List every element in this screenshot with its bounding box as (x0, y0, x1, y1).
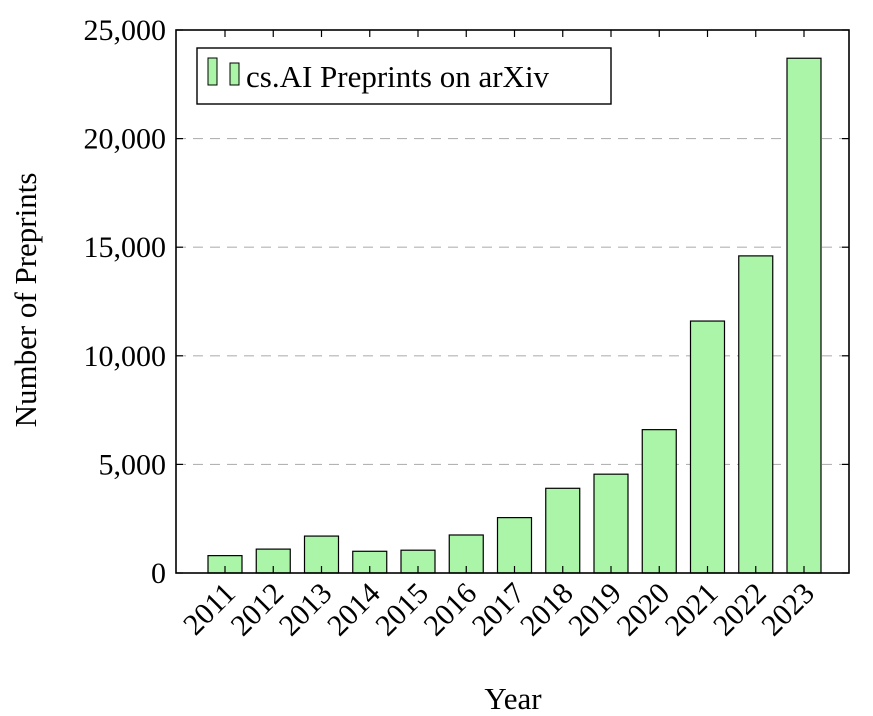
x-tick-label: 2015 (369, 577, 435, 643)
x-tick-label: 2014 (321, 577, 387, 643)
x-tick-label: 2011 (177, 577, 242, 642)
bar-2023 (786, 57, 822, 574)
legend-swatch (207, 57, 218, 86)
y-tick-label: 20,000 (84, 123, 167, 156)
bar-2021 (689, 320, 726, 574)
bar-2020 (641, 429, 677, 574)
x-tick-label: 2023 (755, 577, 821, 643)
x-tick-label: 2020 (610, 577, 676, 643)
x-tick-label: 2012 (224, 577, 290, 643)
x-tick-label: 2013 (273, 577, 339, 643)
x-tick-label: 2021 (659, 577, 725, 643)
y-tick-label: 5,000 (99, 448, 167, 481)
bar-2017 (496, 517, 533, 574)
bar-2022 (738, 255, 774, 574)
y-tick-label: 15,000 (84, 231, 167, 264)
bar-2018 (545, 487, 581, 574)
y-tick-label: 25,000 (84, 14, 167, 47)
x-tick-label: 2017 (466, 577, 532, 643)
legend-swatch (229, 62, 240, 86)
x-tick-label: 2018 (514, 577, 580, 643)
x-tick-label: 2022 (707, 577, 773, 643)
legend: cs.AI Preprints on arXiv (196, 47, 612, 105)
axis-ticks (176, 29, 849, 574)
legend-label: cs.AI Preprints on arXiv (246, 59, 550, 94)
y-tick-label: 10,000 (84, 340, 167, 373)
y-axis-label: Number of Preprints (8, 173, 43, 428)
plot-frame (175, 29, 850, 574)
y-tick-labels: 0 5,000 10,000 15,000 20,000 25,000 (84, 14, 167, 590)
x-axis-label: Year (484, 681, 542, 716)
x-tick-labels: 2011201220132014201520162017201820192020… (177, 577, 821, 643)
x-tick-label: 2019 (562, 577, 628, 643)
y-tick-label: 0 (151, 557, 166, 590)
bar-2019 (593, 473, 629, 574)
legend-box (196, 47, 612, 105)
x-tick-label: 2016 (417, 577, 483, 643)
bars (207, 57, 822, 574)
